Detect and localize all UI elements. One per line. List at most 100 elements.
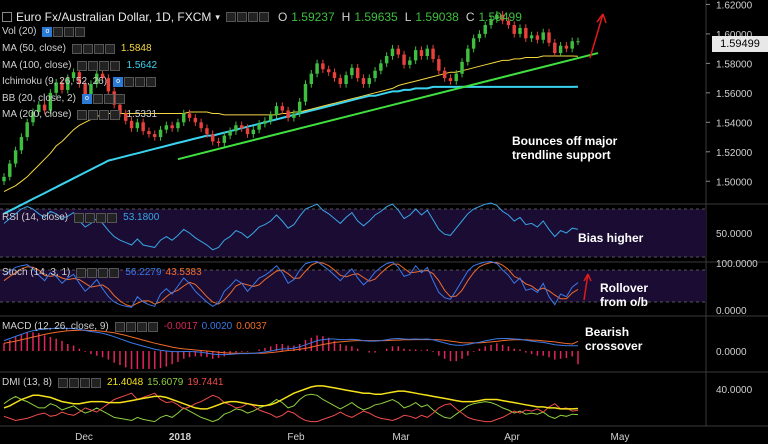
ma50-controls[interactable]: [71, 43, 115, 54]
candle-body: [158, 129, 163, 138]
candle-body: [402, 54, 406, 65]
macd-controls[interactable]: [114, 321, 158, 332]
stoch-label: Stoch (14, 3, 1): [2, 267, 71, 278]
legend-ichimoku[interactable]: Ichimoku (9, 26, 52, 26) o: [2, 76, 158, 87]
candle-body: [263, 120, 267, 124]
candle-body: [437, 58, 441, 71]
candle-body: [48, 92, 53, 111]
annotation-stoch-line1: Rollover: [600, 281, 649, 295]
candle-body: [541, 32, 545, 40]
candle-body: [176, 122, 180, 129]
candle-body: [193, 117, 198, 123]
candle-body: [280, 106, 285, 111]
price-axis[interactable]: 1.62000 1.60000 1.58000 1.56000 1.54000 1.520…: [706, 0, 758, 396]
legend-dmi[interactable]: DMI (13, 8) 21.4048 15.6079 19.7441: [2, 377, 223, 388]
chart-menu-icon[interactable]: [2, 12, 12, 22]
candle-body: [558, 45, 563, 54]
trendline[interactable]: [177, 52, 599, 161]
ichimoku-controls[interactable]: o: [113, 76, 157, 87]
ma200-value: 1.5331: [126, 109, 158, 120]
dmi-label: DMI (13, 8): [2, 377, 53, 388]
low-value: 1.59038: [415, 10, 459, 24]
candle-body: [245, 128, 250, 135]
open-label: O: [277, 10, 288, 24]
legend-bb[interactable]: BB (20, close, 2) o: [2, 93, 127, 104]
legend-ma100[interactable]: MA (100, close) 1.5642: [2, 60, 157, 71]
legend-vol[interactable]: Vol (20) o: [2, 26, 87, 37]
candle-body: [454, 73, 458, 82]
candle-body: [239, 125, 244, 129]
candle-body: [576, 41, 580, 43]
candle-body: [535, 35, 540, 40]
candlesticks: [2, 11, 580, 185]
close-label: C: [465, 10, 475, 24]
stoch-d-value: 43.5383: [165, 267, 202, 278]
legend-stoch[interactable]: Stoch (14, 3, 1) 56.2279 43.5383: [2, 267, 202, 278]
candle-body: [500, 14, 505, 21]
candle-body: [228, 131, 232, 136]
candle-body: [37, 104, 41, 112]
pane-controls[interactable]: [225, 12, 269, 22]
legend-macd[interactable]: MACD (12, 26, close, 9) -0.0017 0.0020 0…: [2, 321, 267, 332]
open-value: 1.59237: [291, 10, 335, 24]
legend-rsi[interactable]: RSI (14, close) 53.1800: [2, 212, 159, 223]
ma100-controls[interactable]: [77, 60, 121, 71]
ma200-controls[interactable]: [77, 109, 121, 120]
time-tick-label: 2018: [169, 432, 192, 443]
candle-body: [234, 125, 238, 132]
candle-body: [141, 122, 145, 132]
high-label: H: [341, 10, 351, 24]
candle-body: [326, 69, 331, 73]
candle-body: [187, 113, 192, 118]
price-arrow-line: [589, 13, 604, 59]
macd-hist-value: -0.0017: [163, 321, 198, 332]
candle-body: [268, 114, 273, 121]
dmi-lines: [3, 385, 579, 423]
candle-body: [71, 72, 76, 79]
candle-body: [570, 41, 574, 49]
candle-body: [100, 73, 105, 79]
candle-body: [315, 63, 319, 74]
dmi-controls[interactable]: [58, 377, 102, 388]
candle-body: [303, 84, 308, 102]
candle-body: [477, 33, 482, 39]
price-tick-label: 1.58000: [716, 59, 753, 70]
dmi-minus-value: 19.7441: [187, 377, 224, 388]
rsi-controls[interactable]: [74, 212, 118, 223]
annotation-stoch: Rollover from o/b: [600, 281, 648, 309]
annotation-macd: Bearish crossover: [585, 325, 642, 353]
price-tick-label: 1.56000: [716, 89, 753, 100]
candle-body: [31, 112, 35, 123]
candle-body: [309, 73, 314, 84]
ma100-line: [3, 85, 579, 215]
candle-body: [106, 78, 111, 92]
candle-body: [2, 176, 6, 182]
price-arrow-head: [596, 13, 607, 24]
ma100-label: MA (100, close): [2, 60, 72, 71]
stoch-lines: [3, 260, 579, 308]
candle-body: [19, 137, 24, 151]
candle-body: [332, 72, 337, 79]
chevron-down-icon[interactable]: ▾: [215, 11, 220, 22]
symbol-title[interactable]: Euro Fx/Australian Dollar, 1D, FXCM: [16, 10, 212, 24]
annotation-trendline-line2: trendline support: [512, 148, 611, 162]
time-tick-label: May: [611, 432, 630, 443]
candle-body: [390, 48, 395, 56]
annotation-trendline: Bounces off major trendline support: [512, 134, 617, 162]
candle-body: [216, 141, 221, 143]
high-value: 1.59635: [354, 10, 398, 24]
macd-label: MACD (12, 26, close, 9): [2, 321, 109, 332]
support-trendline: [177, 52, 599, 161]
candle-body: [442, 70, 447, 79]
annotation-macd-line2: crossover: [585, 339, 643, 353]
time-tick-label: Feb: [287, 432, 305, 443]
time-axis[interactable]: Dec 2018 Feb Mar Apr May: [0, 425, 768, 443]
candle-body: [42, 104, 47, 111]
candle-body: [118, 104, 122, 114]
stoch-controls[interactable]: [76, 267, 120, 278]
bb-controls[interactable]: o: [81, 93, 125, 104]
legend-ma200[interactable]: MA (200, close) 1.5331: [2, 109, 157, 120]
vol-controls[interactable]: o: [42, 26, 86, 37]
legend-ma50[interactable]: MA (50, close) 1.5848: [2, 43, 152, 54]
